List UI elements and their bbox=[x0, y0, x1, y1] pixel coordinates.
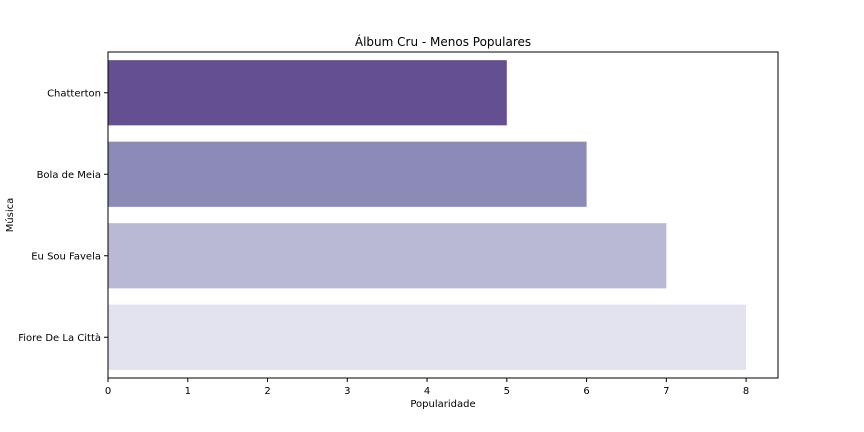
x-tick-label: 6 bbox=[583, 386, 589, 397]
bar-chatterton bbox=[108, 60, 507, 126]
x-axis-ticks: 0 1 2 3 4 5 6 7 8 bbox=[105, 378, 749, 397]
x-tick-label: 8 bbox=[743, 386, 749, 397]
bar-fiore-de-la-citt- bbox=[108, 304, 747, 370]
bar-eu-sou-favela bbox=[108, 223, 667, 289]
y-tick-label: Chatterton bbox=[47, 88, 101, 99]
x-tick-label: 2 bbox=[264, 386, 270, 397]
x-tick-label: 4 bbox=[424, 386, 430, 397]
x-tick-label: 1 bbox=[185, 386, 191, 397]
chart-title: Álbum Cru - Menos Populares bbox=[355, 34, 531, 49]
y-axis-ticks: Chatterton Bola de Meia Eu Sou Favela Fiore… bbox=[18, 88, 108, 344]
plot-frame bbox=[107, 51, 779, 379]
x-axis-label: Popularidade bbox=[410, 399, 475, 410]
x-tick-label: 7 bbox=[663, 386, 669, 397]
x-tick-label: 3 bbox=[344, 386, 350, 397]
y-tick-label: Eu Sou Favela bbox=[31, 251, 101, 262]
x-tick-label: 0 bbox=[105, 386, 111, 397]
bars-group bbox=[108, 60, 747, 370]
bar-bola-de-meia bbox=[108, 141, 587, 207]
x-tick-label: 5 bbox=[504, 386, 510, 397]
y-axis-label: Música bbox=[4, 198, 16, 233]
y-tick-label: Fiore De La Città bbox=[18, 332, 101, 344]
y-tick-label: Bola de Meia bbox=[37, 170, 101, 181]
